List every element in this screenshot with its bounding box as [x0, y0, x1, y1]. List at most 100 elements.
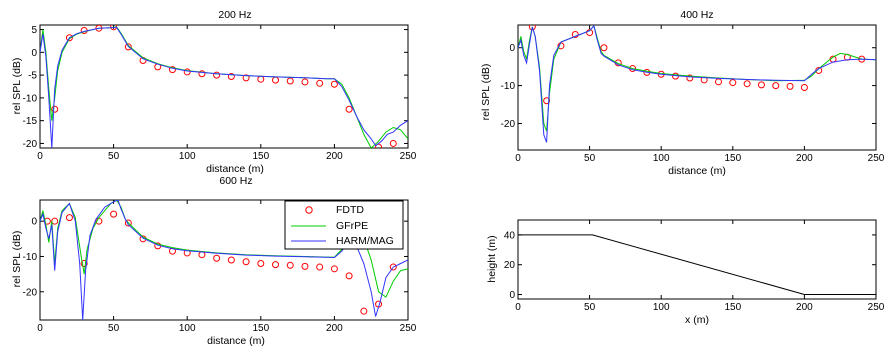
panel-200hz: 200 Hz distance (m) rel SPL (dB) 0 50 100 1…: [11, 9, 417, 175]
panel-400hz-point-fdtd: [729, 79, 737, 87]
panel-200hz-point-fdtd: [242, 74, 250, 82]
panel-200hz-xtick-label: 50: [108, 151, 120, 162]
panel-terrain-ytick-label: 0: [509, 290, 515, 301]
panel-200hz-point-fdtd: [227, 72, 235, 80]
panel-200hz-title: 200 Hz: [218, 9, 251, 21]
panel-400hz-ylabel: rel SPL (dB): [480, 64, 492, 121]
legend-entry-gfrpe: GFrPE: [291, 220, 368, 232]
panel-200hz-xlabel: distance (m): [206, 163, 264, 175]
panel-200hz-ytick-label: -5: [28, 71, 37, 82]
panel-600hz-point-fdtd: [124, 219, 132, 227]
panel-400hz-xtick-label: 250: [868, 153, 885, 164]
panel-200hz-point-fdtd: [375, 143, 383, 148]
panel-400hz-point-fdtd: [686, 74, 694, 82]
panel-terrain-xtick-label: 100: [653, 302, 670, 313]
panel-600hz-point-fdtd: [330, 265, 338, 273]
panel-600hz-point-fdtd: [213, 254, 221, 262]
panel-600hz-point-fdtd: [80, 260, 88, 268]
panel-400hz-xtick-label: 50: [584, 153, 596, 164]
panel-600hz-point-fdtd: [110, 210, 118, 218]
panel-600hz-title: 600 Hz: [219, 175, 252, 187]
panel-200hz-ylabel: rel SPL (dB): [11, 58, 23, 115]
panel-200hz-point-fdtd: [183, 68, 191, 76]
panel-400hz-series-harm-mag: [518, 25, 876, 143]
panel-400hz: 400 Hz distance (m) rel SPL (dB) 0 50 100 1…: [480, 9, 885, 177]
panel-400hz-point-fdtd: [772, 82, 780, 90]
panel-600hz-point-fdtd: [389, 263, 397, 271]
panel-200hz-point-fdtd: [345, 105, 353, 113]
panel-400hz-point-fdtd: [586, 29, 594, 37]
panel-200hz-xtick-label: 100: [179, 151, 196, 162]
panel-400hz-xlabel: distance (m): [668, 165, 726, 177]
panel-600hz-point-fdtd: [242, 258, 250, 266]
legend-entry-harm: HARM/MAG: [291, 235, 394, 247]
panel-terrain-axes-box: [517, 219, 877, 300]
panel-400hz-ytick-label: -20: [501, 119, 516, 130]
panel-600hz-xlabel: distance (m): [207, 335, 265, 347]
panel-600hz-point-fdtd: [286, 261, 294, 269]
panel-200hz-ytick-label: 0: [31, 48, 37, 59]
legend-label-gfrpe: GFrPE: [336, 220, 368, 232]
panel-200hz-point-fdtd: [286, 77, 294, 85]
legend: FDTD GFrPE HARM/MAG: [284, 200, 404, 250]
panel-600hz-point-fdtd: [227, 256, 235, 264]
legend-entry-fdtd: FDTD: [305, 204, 364, 216]
panel-200hz-xtick-label: 150: [252, 151, 269, 162]
panel-200hz-point-fdtd: [301, 78, 309, 86]
panel-600hz-series-harm-mag: [40, 200, 408, 320]
panel-terrain-ytick-label: 20: [504, 260, 516, 271]
panel-400hz-point-fdtd: [743, 80, 751, 88]
panel-600hz-xtick-label: 100: [179, 323, 196, 334]
panel-terrain-ylabel: height (m): [486, 235, 498, 282]
panel-600hz-point-fdtd: [301, 262, 309, 270]
panel-200hz-xtick-label: 0: [37, 151, 43, 162]
panel-200hz-axes-box: [39, 24, 409, 149]
panel-200hz-point-fdtd: [389, 139, 397, 147]
panel-terrain-ytick-label: 40: [504, 230, 516, 241]
panel-600hz-point-fdtd: [65, 214, 73, 222]
panel-200hz-point-fdtd: [316, 79, 324, 87]
panel-200hz-ytick-label: 5: [31, 25, 37, 36]
panel-200hz-ytick-label: -15: [23, 116, 38, 127]
panel-terrain-xlabel: x (m): [685, 314, 709, 326]
panel-600hz-xtick-label: 250: [400, 323, 417, 334]
panel-200hz-ytick-label: -10: [23, 93, 38, 104]
panel-400hz-ytick-label: -10: [501, 81, 516, 92]
panel-400hz-point-fdtd: [600, 44, 608, 52]
panel-600hz-ytick-label: 0: [31, 217, 37, 228]
panel-600hz-xtick-label: 200: [326, 323, 343, 334]
panel-400hz-xtick-label: 100: [653, 153, 670, 164]
panel-600hz-point-fdtd: [272, 261, 280, 269]
panel-200hz-point-fdtd: [124, 43, 132, 51]
panel-600hz-point-fdtd: [168, 247, 176, 255]
panel-400hz-title: 400 Hz: [680, 9, 713, 21]
panel-600hz-point-fdtd: [345, 272, 353, 280]
panel-400hz-xtick-label: 0: [515, 153, 521, 164]
panel-200hz-series-harm-mag: [40, 26, 408, 148]
panel-400hz-xtick-label: 200: [796, 153, 813, 164]
panel-terrain-xtick-label: 150: [724, 302, 741, 313]
panel-terrain-xtick-label: 250: [868, 302, 885, 313]
panel-600hz-xtick-label: 150: [252, 323, 269, 334]
legend-label-fdtd: FDTD: [336, 204, 364, 216]
legend-marker-circle-icon: [305, 206, 313, 214]
panel-600hz-ytick-label: -20: [23, 287, 38, 298]
panel-400hz-point-fdtd: [571, 30, 579, 38]
panel-400hz-point-fdtd: [786, 82, 794, 90]
panel-terrain-xtick-label: 50: [584, 302, 596, 313]
panel-400hz-ytick-label: 0: [509, 43, 515, 54]
panel-200hz-xtick-label: 200: [326, 151, 343, 162]
panel-400hz-point-fdtd: [800, 84, 808, 91]
panel-600hz-point-fdtd: [360, 307, 368, 315]
legend-label-harm: HARM/MAG: [336, 235, 394, 247]
panel-terrain-plot-area: [518, 234, 876, 295]
panel-200hz-point-fdtd: [51, 105, 59, 113]
panel-200hz-ytick-label: -20: [23, 139, 38, 150]
panel-600hz-point-fdtd: [257, 260, 265, 268]
panel-600hz-xtick-label: 50: [108, 323, 120, 334]
panel-600hz-ytick-label: -10: [23, 252, 38, 263]
panel-400hz-xtick-label: 150: [724, 153, 741, 164]
panel-600hz-point-fdtd: [316, 263, 324, 271]
